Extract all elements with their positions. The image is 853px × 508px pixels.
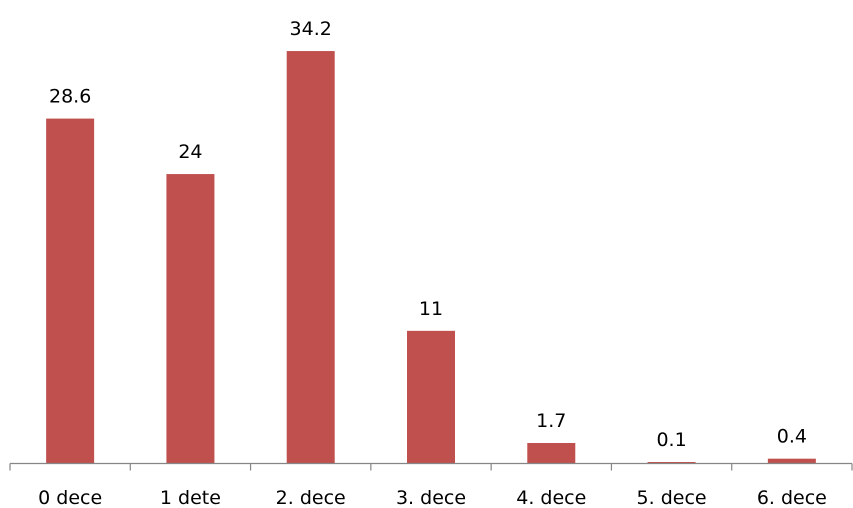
bar-value-label: 28.6: [49, 86, 91, 108]
bar-value-label: 0.1: [656, 429, 686, 451]
category-label: 4. dece: [516, 487, 586, 508]
bar: [46, 118, 95, 464]
category-label: 6. dece: [757, 487, 827, 508]
category-label: 3. dece: [396, 487, 466, 508]
bar-value-label: 1.7: [536, 410, 566, 432]
bar-value-label: 0.4: [777, 426, 807, 448]
bar-value-label: 34.2: [290, 18, 332, 40]
bar: [407, 330, 455, 464]
category-labels-group: 0 dece 1 dete 2. dece 3. dece 4. dece 5. dece…: [38, 487, 827, 508]
bar: [647, 462, 696, 464]
value-labels-group: 28.6 24 34.2 11 1.7 0.1 0.4: [49, 18, 807, 451]
category-label: 2. dece: [276, 487, 346, 508]
category-label: 0 dece: [38, 487, 102, 508]
bar: [527, 442, 576, 464]
bar-value-label: 11: [419, 298, 443, 320]
bar: [767, 458, 816, 464]
bar: [286, 51, 335, 464]
bars-group: [46, 51, 816, 464]
category-label: 5. dece: [637, 487, 707, 508]
category-label: 1 dete: [160, 487, 221, 508]
bar-value-label: 24: [178, 141, 202, 163]
x-axis-ticks-group: [9, 463, 853, 471]
bar: [166, 174, 215, 464]
